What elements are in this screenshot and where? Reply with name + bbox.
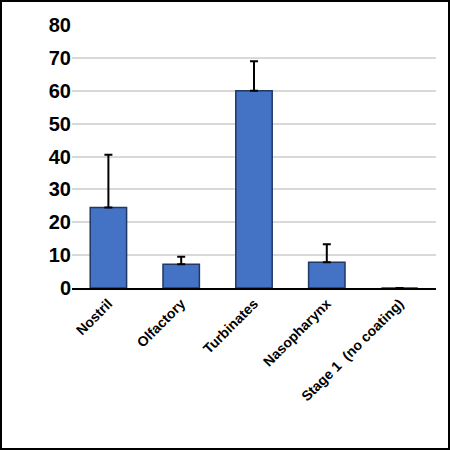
svg-text:Stage 1 (no coating): Stage 1 (no coating) <box>298 296 407 405</box>
svg-text:50: 50 <box>49 113 71 135</box>
svg-text:Nasopharynx: Nasopharynx <box>260 295 334 369</box>
svg-text:Olfactory: Olfactory <box>133 295 188 350</box>
svg-text:Turbinates: Turbinates <box>200 295 261 356</box>
svg-text:0: 0 <box>60 277 71 299</box>
svg-text:60: 60 <box>49 80 71 102</box>
svg-text:80: 80 <box>49 14 71 36</box>
svg-text:30: 30 <box>49 178 71 200</box>
svg-text:70: 70 <box>49 47 71 69</box>
svg-text:20: 20 <box>49 211 71 233</box>
svg-text:Nostril: Nostril <box>73 296 116 339</box>
svg-text:40: 40 <box>49 146 71 168</box>
svg-text:10: 10 <box>49 244 71 266</box>
